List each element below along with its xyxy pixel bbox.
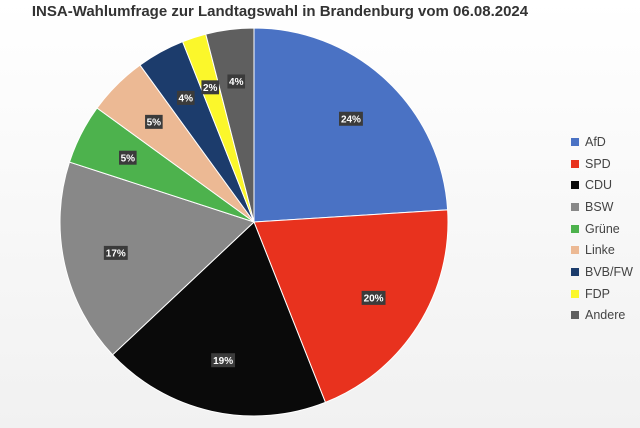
data-label-afd: 24%	[341, 114, 361, 125]
legend-item-spd: SPD	[571, 153, 633, 175]
chart-legend: AfD SPD CDU BSW Grüne Linke BVB/FW FDP Andere	[571, 131, 633, 326]
data-label-box-bsw	[103, 245, 128, 260]
legend-item-cdu: CDU	[571, 174, 633, 196]
data-label-cdu: 19%	[213, 356, 233, 367]
data-label-bvb-fw: 4%	[179, 93, 194, 104]
legend-label: BSW	[585, 199, 614, 214]
legend-label: Linke	[585, 243, 615, 258]
legend-label: FDP	[585, 286, 610, 301]
legend-item-andere: Andere	[571, 305, 633, 327]
pie-slice-cdu	[111, 221, 327, 417]
legend-swatch	[571, 267, 579, 276]
legend-label: BVB/FW	[585, 264, 633, 279]
pie-data-labels: 24% 20% 19% 17% 5% 5% 4% 2% 4%	[103, 74, 386, 368]
data-label-box-fdp	[201, 80, 220, 95]
data-label-bsw: 17%	[106, 248, 126, 259]
data-label-gr-ne: 5%	[121, 153, 136, 164]
pie-slice-spd	[253, 209, 449, 404]
data-label-box-cdu	[211, 353, 236, 368]
legend-label: Grüne	[585, 221, 620, 236]
legend-item-bsw: BSW	[571, 196, 633, 218]
legend-item-bvb-fw: BVB/FW	[571, 261, 633, 283]
data-label-spd: 20%	[364, 293, 384, 304]
legend-item-afd: AfD	[571, 131, 633, 153]
legend-label: AfD	[585, 134, 606, 149]
legend-swatch	[571, 137, 579, 146]
legend-item-fdp: FDP	[571, 283, 633, 305]
legend-label: Andere	[585, 308, 626, 323]
data-label-linke: 5%	[147, 117, 162, 128]
legend-swatch	[571, 289, 579, 298]
legend-label: SPD	[585, 156, 611, 171]
legend-swatch	[571, 181, 579, 190]
legend-swatch	[571, 311, 579, 320]
legend-item-linke: Linke	[571, 239, 633, 261]
data-label-box-linke	[145, 114, 163, 129]
legend-swatch	[571, 159, 579, 168]
pie-slice-bsw	[59, 161, 255, 356]
pie-slices	[59, 27, 449, 417]
data-label-box-spd	[361, 290, 386, 305]
legend-item-gr-ne: Grüne	[571, 218, 633, 240]
legend-label: CDU	[585, 178, 613, 193]
chart-title: INSA-Wahlumfrage zur Landtagswahl in Bra…	[31, 3, 529, 20]
legend-swatch	[571, 202, 579, 211]
data-label-box-afd	[338, 111, 363, 126]
legend-swatch	[571, 224, 579, 233]
data-label-andere: 4%	[229, 77, 244, 88]
legend-swatch	[571, 246, 579, 255]
data-label-box-andere	[227, 74, 246, 89]
data-label-box-gr-ne	[119, 150, 137, 165]
data-label-box-bvb-fw	[176, 90, 195, 105]
data-label-fdp: 2%	[203, 83, 218, 94]
